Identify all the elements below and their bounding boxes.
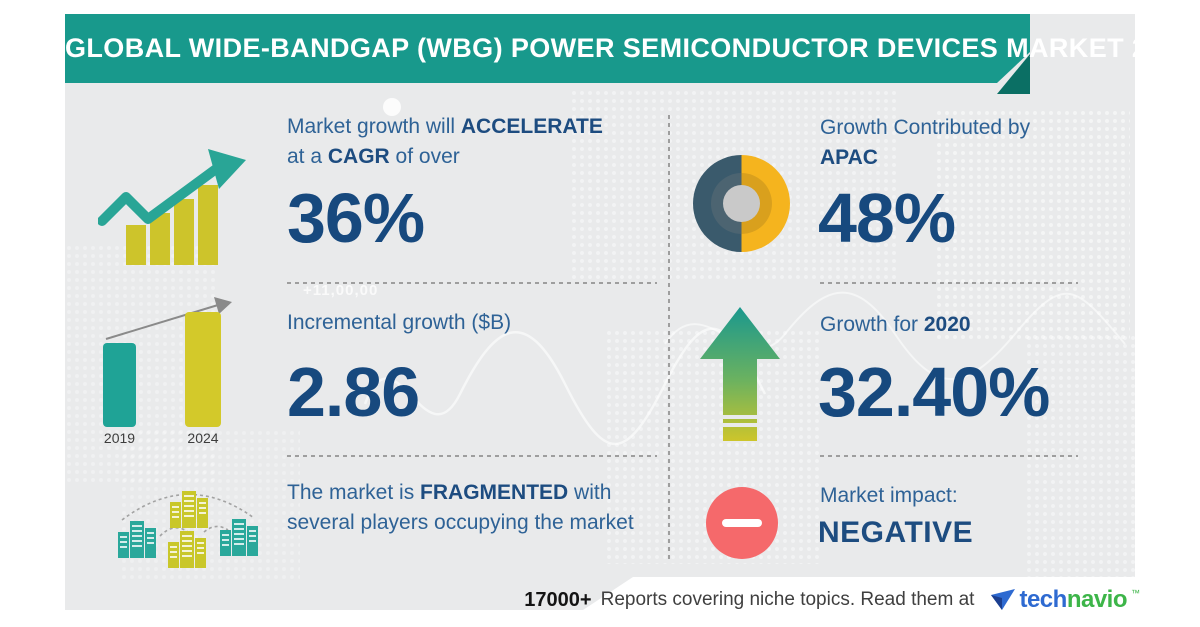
impact-label: Market impact: [820,484,958,507]
technavio-logo-tech: tech [1019,586,1067,613]
cagr-label-bold2: CAGR [327,145,390,168]
cagr-label-text3: of over [389,145,460,168]
growth-2020-label: Growth for 2020 [820,310,971,340]
trend-arrow-icon [105,297,232,340]
left-divider-2 [287,455,657,457]
fragmented-bold: FRAGMENTED [420,481,569,504]
background-watermark: +11,00,00 [303,282,379,299]
footer: 17000+ Reports covering niche topics. Re… [0,586,1140,614]
right-divider-2 [820,455,1078,457]
technavio-logo-navio: navio [1066,586,1128,613]
center-divider [668,115,670,560]
technavio-arrow-icon [991,589,1016,610]
fragmented-label: The market is FRAGMENTED with several pl… [287,478,667,538]
incremental-value: 2.86 [287,353,420,431]
apac-label-bold: APAC [820,146,878,169]
technavio-logo[interactable]: tech navio ™ [991,586,1140,614]
footer-text: Reports covering niche topics. Read them… [600,589,975,610]
bar-2024-label: 2024 [187,430,219,446]
fragmented-rest: with several players occupying the marke… [287,481,634,534]
fragmented-text: The market is [287,481,421,504]
right-divider-1 [820,282,1078,284]
apac-label-text: Growth Contributed by [820,116,1031,139]
reports-count: 17000+ [524,588,592,611]
minus-bar [722,519,762,527]
bar-2019 [103,343,136,427]
donut-chart-icon [693,155,790,252]
left-divider-1 [287,282,657,284]
header-ribbon [65,14,1030,83]
growth-chart-icon [98,149,246,265]
growth-2020-bold: 2020 [923,313,971,336]
growth-2020-text: Growth for [820,313,924,336]
cagr-label-bold: ACCELERATE [460,115,603,138]
bar-2024 [185,312,221,427]
fragmented-market-icon [118,491,258,568]
bar-2019-label: 2019 [103,430,136,446]
impact-value: NEGATIVE [818,516,974,549]
apac-label: Growth Contributed by APAC [820,113,1135,173]
infographic-canvas: +11,00,00 GLOBAL WIDE-BANDGAP (WBG) POWE… [65,14,1135,610]
cagr-value: 36% [287,179,425,257]
growth-2020-value: 32.40% [818,353,1050,431]
incremental-label: Incremental growth ($B) [287,311,512,334]
no-entry-icon [706,487,778,559]
technavio-logo-tm: ™ [1131,588,1140,598]
background-dot [383,98,401,116]
cagr-label-text: Market growth will [287,115,461,138]
cagr-label: Market growth will ACCELERATE at a CAGR … [287,112,677,172]
cagr-label-text2: at a [287,145,328,168]
up-arrow-icon [700,307,780,441]
donut-hole [723,185,760,222]
apac-value: 48% [818,179,956,257]
page-title: GLOBAL WIDE-BANDGAP (WBG) POWER SEMICOND… [65,33,1200,63]
